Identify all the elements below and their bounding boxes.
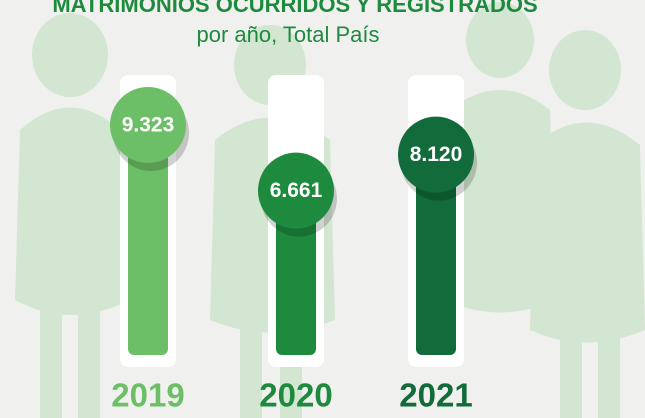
value-label: 8.120	[410, 143, 463, 166]
value-label: 6.661	[270, 179, 323, 202]
bar	[276, 190, 316, 355]
x-tick-label: 2020	[259, 377, 332, 414]
bar	[128, 125, 168, 355]
chart-title: MATRIMONIOS OCURRIDOS Y REGISTRADOS	[52, 0, 537, 17]
chart-subtitle: por año, Total País	[196, 22, 379, 47]
bar	[416, 154, 456, 355]
value-label: 9.323	[122, 114, 175, 137]
x-tick-label: 2019	[111, 377, 184, 414]
bubble	[258, 152, 334, 229]
bubble	[110, 87, 186, 163]
bubble	[398, 116, 474, 193]
x-tick-label: 2021	[399, 377, 472, 414]
